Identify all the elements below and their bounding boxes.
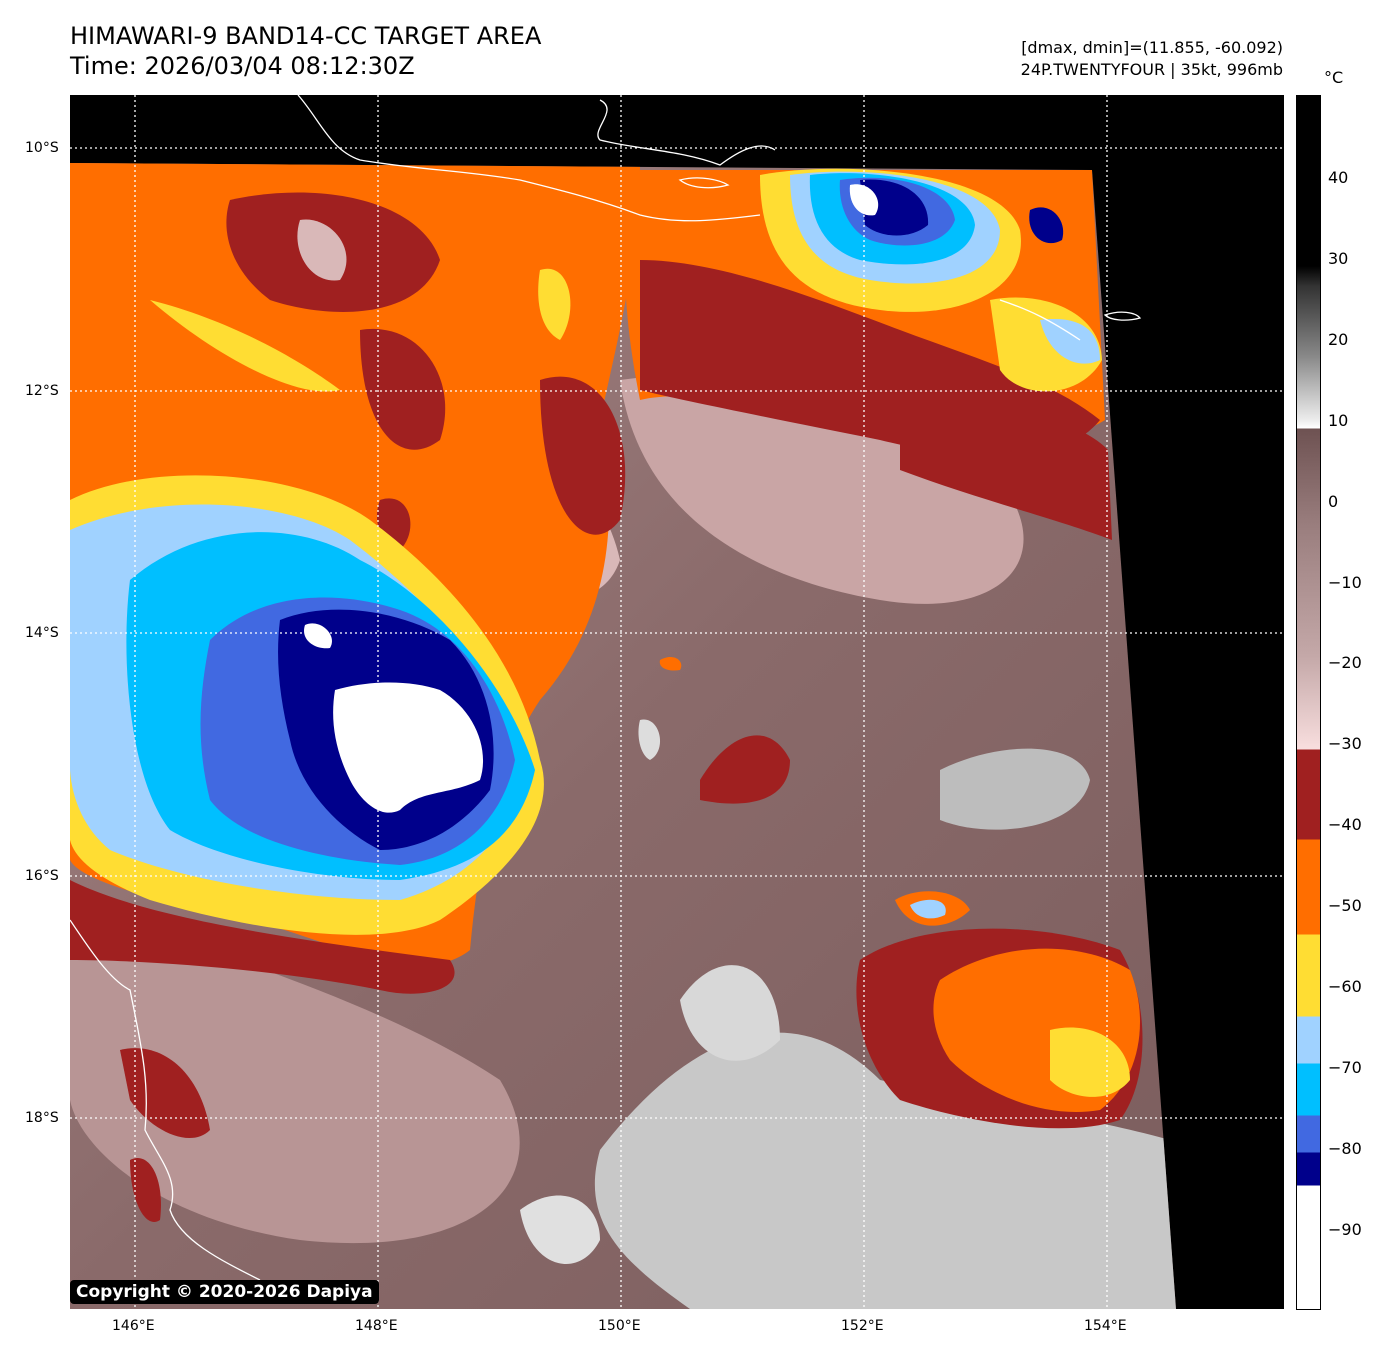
colorbar-tick-label: 30 <box>1328 248 1349 268</box>
satellite-map <box>70 95 1284 1309</box>
coastlines <box>70 95 1142 1281</box>
lat-label: 14°S <box>25 625 59 641</box>
colorbar-tick-label: −40 <box>1328 815 1362 835</box>
colorbar-unit: °C <box>1324 68 1344 87</box>
storm-info: 24P.TWENTYFOUR | 35kt, 996mb <box>1020 60 1283 79</box>
lat-label: 12°S <box>25 383 59 399</box>
lon-label: 146°E <box>112 1318 155 1334</box>
lat-label: 16°S <box>25 868 59 884</box>
colorbar-tick-label: −10 <box>1328 572 1362 592</box>
colorbar-tick-label: 20 <box>1328 329 1349 349</box>
copyright-label: Copyright © 2020-2026 Dapiya <box>70 1280 379 1304</box>
colorbar-tick-label: 40 <box>1328 168 1349 187</box>
colorbar-tick-label: −60 <box>1328 977 1362 996</box>
lon-label: 148°E <box>355 1318 398 1334</box>
lat-label: 18°S <box>25 1110 59 1126</box>
colorbar-tick-label: 10 <box>1328 410 1349 430</box>
colorbar-tick-label: −80 <box>1328 1138 1362 1158</box>
colorbar-tick-label: −50 <box>1328 896 1362 916</box>
lon-label: 152°E <box>841 1318 884 1334</box>
figure-title: HIMAWARI-9 BAND14-CC TARGET AREA <box>70 22 542 50</box>
data-range: [dmax, dmin]=(11.855, -60.092) <box>1021 38 1283 57</box>
colorbar-tick-label: −20 <box>1328 653 1362 673</box>
colorbar-tick-label: 0 <box>1328 491 1339 511</box>
lon-label: 150°E <box>598 1318 641 1334</box>
colorbar-tick-label: −90 <box>1328 1219 1362 1239</box>
lat-label: 10°S <box>25 140 59 156</box>
lon-label: 154°E <box>1084 1318 1127 1334</box>
colorbar-tick-label: −30 <box>1328 734 1362 754</box>
colorbar <box>1296 95 1321 1310</box>
colorbar-tick-label: −70 <box>1328 1057 1362 1077</box>
gridlines <box>70 95 1284 1309</box>
figure-time: Time: 2026/03/04 08:12:30Z <box>70 52 415 80</box>
